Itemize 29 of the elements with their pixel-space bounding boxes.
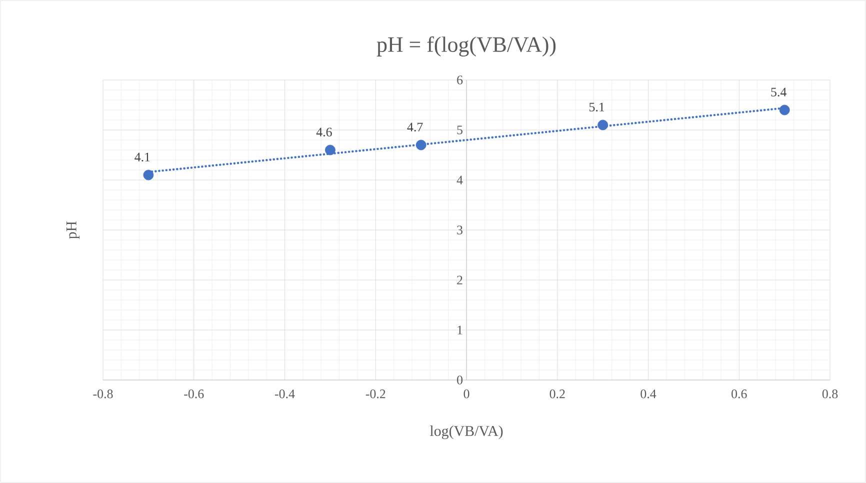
x-tick-label: 0.4 bbox=[640, 390, 656, 398]
data-label: 5.1 bbox=[589, 102, 604, 112]
x-tick-label: -0.4 bbox=[274, 390, 295, 398]
y-tick-label: 1 bbox=[458, 326, 462, 334]
data-label: 4.1 bbox=[134, 152, 150, 162]
x-tick-label: 0.8 bbox=[822, 390, 838, 398]
data-label: 4.7 bbox=[407, 122, 423, 132]
x-tick-label: 0 bbox=[464, 390, 470, 398]
point bbox=[416, 140, 426, 150]
y-tick-label: 5 bbox=[457, 126, 462, 134]
data-label: 5.4 bbox=[771, 88, 786, 96]
x-tick-label: 0.2 bbox=[550, 390, 565, 398]
y-tick-label: 6 bbox=[457, 76, 463, 84]
point bbox=[324, 144, 336, 156]
y-tick-label: 0 bbox=[457, 376, 462, 384]
point bbox=[143, 170, 154, 180]
point bbox=[779, 104, 790, 116]
x-axis-title: log(VB/VA) bbox=[430, 426, 503, 440]
x-tick-label: -0.2 bbox=[366, 390, 386, 398]
y-tick-label: 4 bbox=[456, 176, 463, 184]
y-axis-title: pH bbox=[66, 221, 80, 239]
point bbox=[598, 120, 608, 130]
x-tick-label: -0.8 bbox=[93, 390, 113, 398]
x-tick-label: 0.6 bbox=[732, 390, 747, 398]
data-label: 4.6 bbox=[316, 128, 332, 136]
chart-title: pH = f(log(VB/VA)) bbox=[376, 36, 556, 57]
y-tick-label: 3 bbox=[457, 226, 462, 234]
y-tick-label: 2 bbox=[457, 276, 462, 284]
x-tick-label: -0.6 bbox=[184, 390, 204, 398]
